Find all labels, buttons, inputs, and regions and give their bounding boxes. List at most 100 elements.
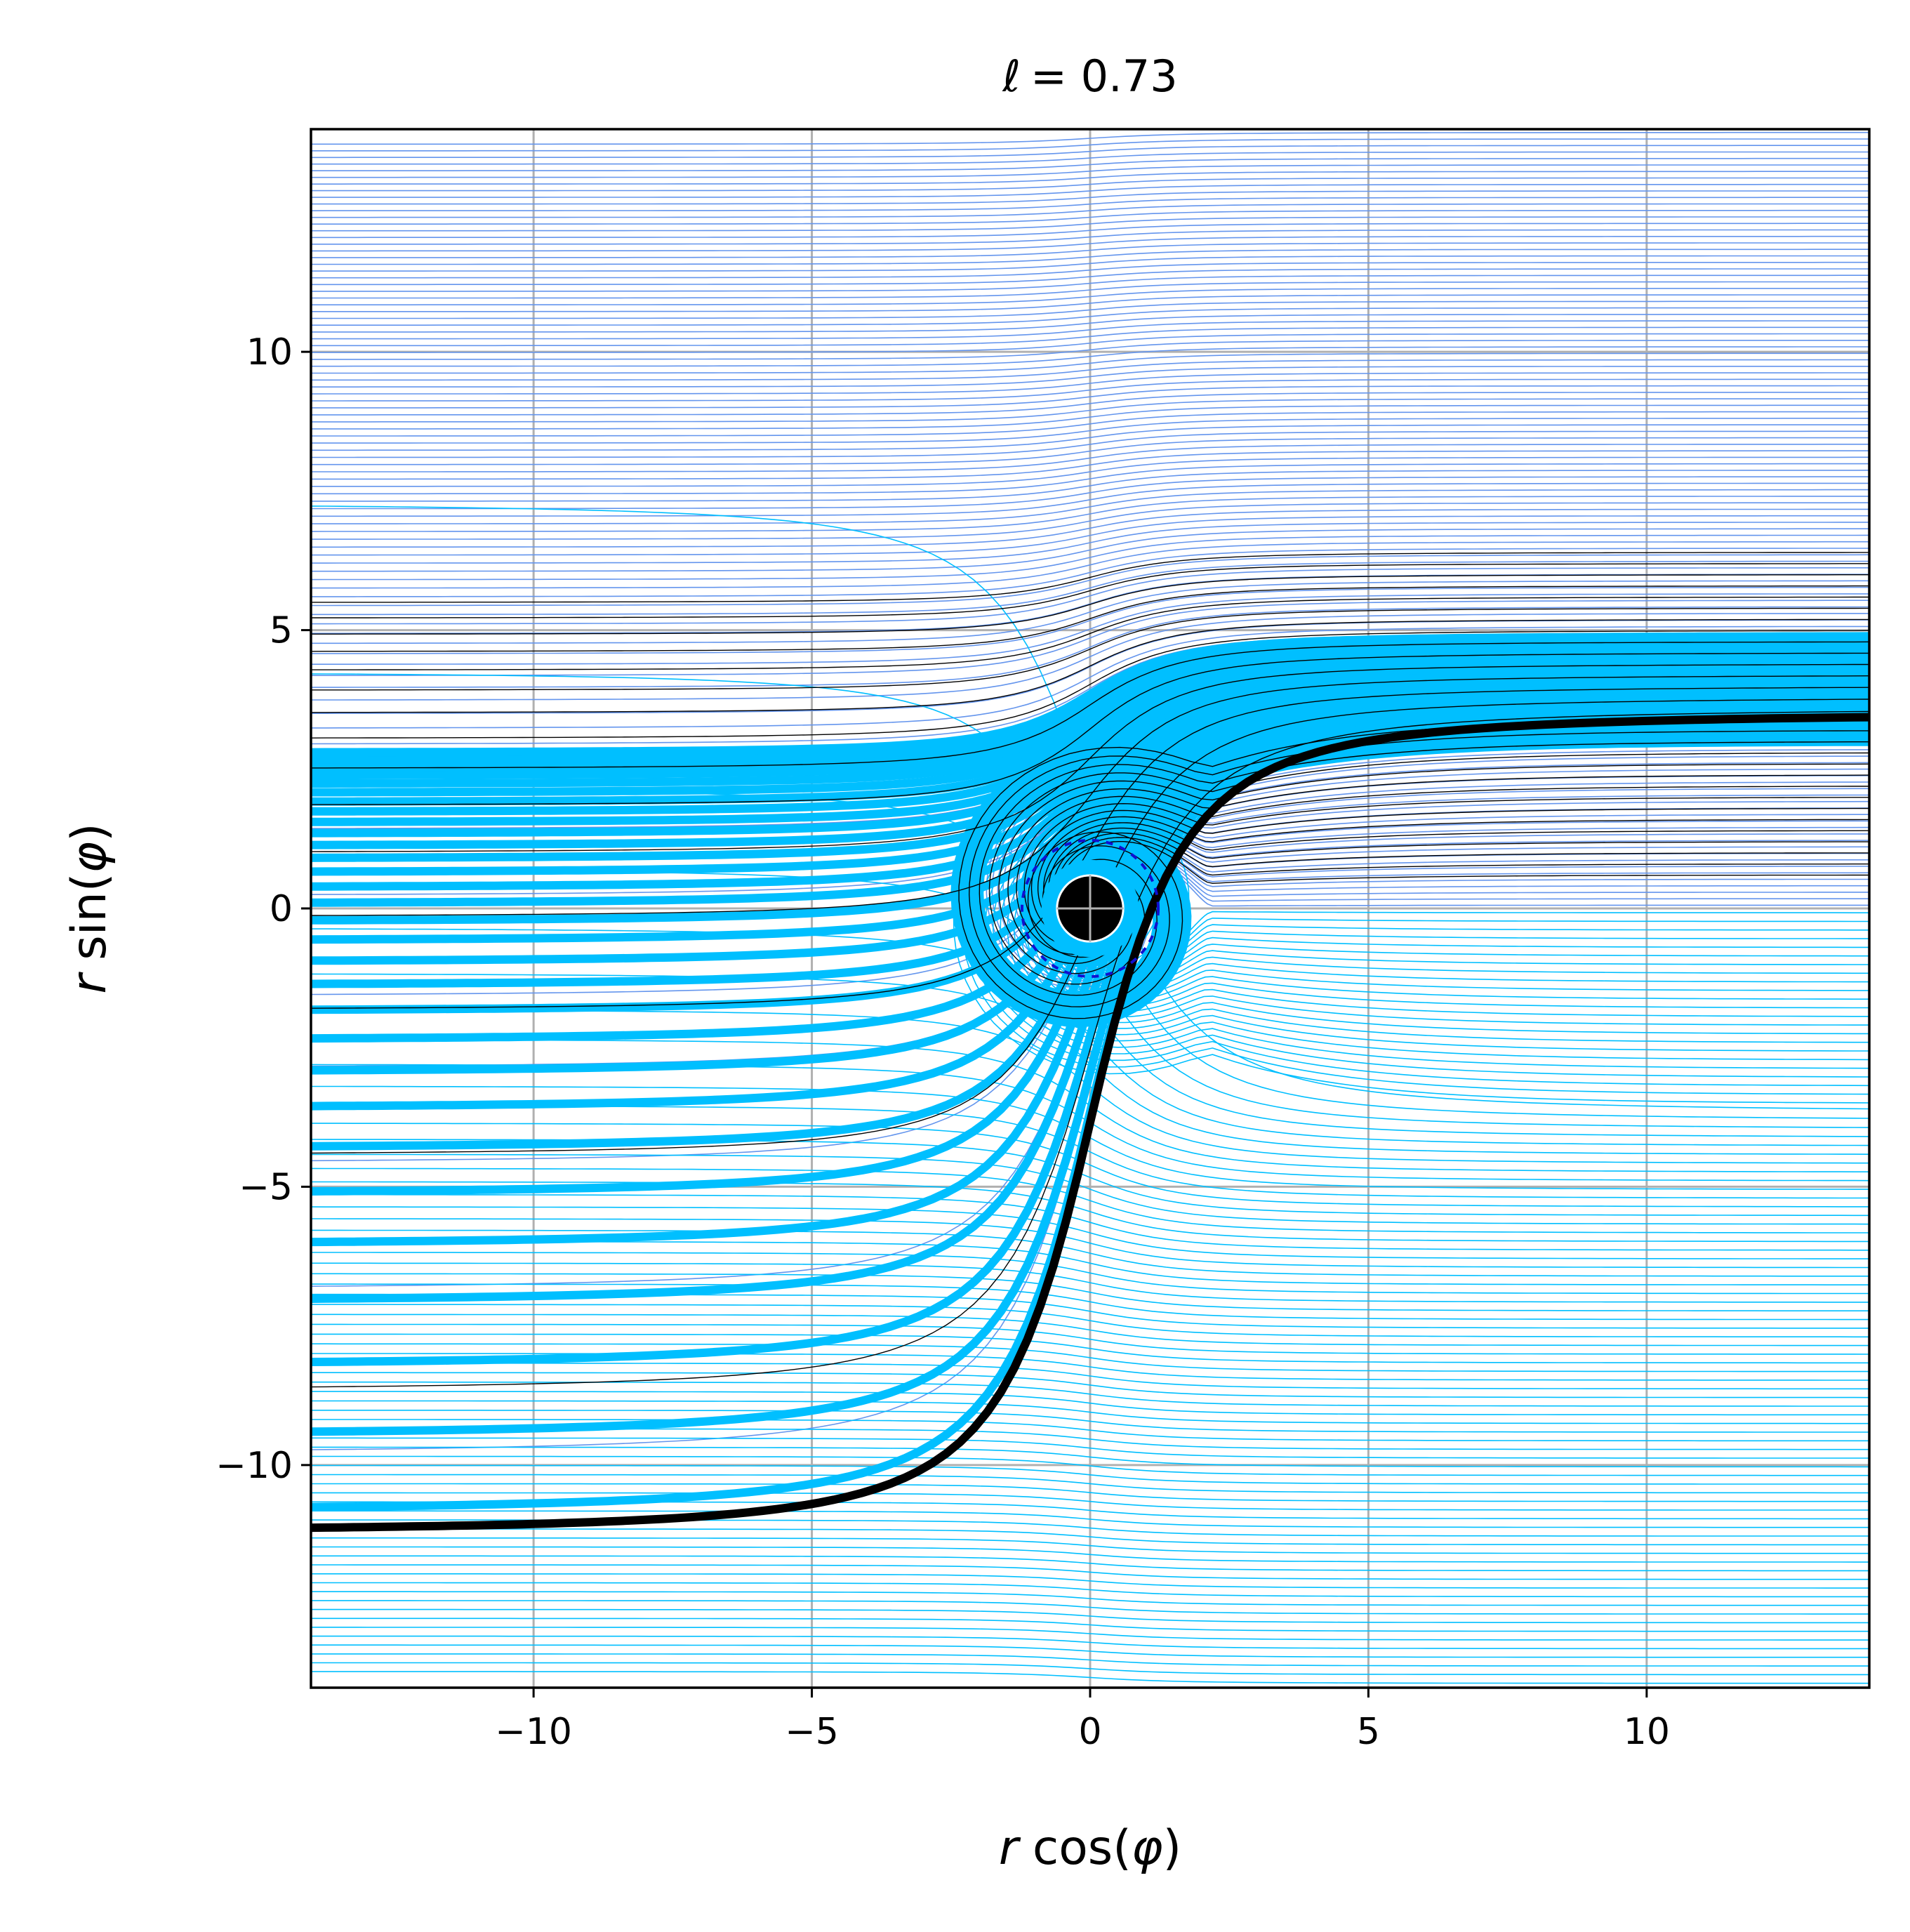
black-ray [311,585,1869,652]
ray [311,593,1869,665]
ray [311,131,1869,145]
black-ray [311,663,1869,852]
ray [311,255,1869,272]
black-ray [998,763,1869,974]
ray [311,392,1869,416]
ray [311,366,1869,388]
ray [311,1644,1869,1658]
ray [311,1501,1869,1520]
ray [311,287,1869,305]
ray [311,502,1869,540]
ray [311,450,1869,480]
ray [311,372,1869,395]
ray [311,430,1869,458]
ray [311,177,1869,192]
black-ray [311,687,1869,1009]
ray [311,586,1869,654]
black-ray [1063,841,1869,885]
ray [311,261,1869,279]
ray [311,1608,1869,1624]
ray [311,313,1869,333]
ray [311,359,1869,381]
ray [311,482,1869,517]
x-tick-label: −5 [785,1711,839,1753]
black-ray [311,675,1869,916]
ray [311,1537,1869,1554]
black-ray [1023,797,1869,946]
ray [311,274,1869,292]
ray [311,470,1869,502]
ray [311,1218,1869,1269]
ray [311,294,1869,312]
ray [311,1381,1869,1407]
black-ray [311,563,1869,618]
ray [311,444,1869,472]
ray [311,281,1869,299]
ray [311,340,1869,360]
y-tick-label: 10 [246,331,293,373]
ray [311,307,1869,326]
x-tick-label: 5 [1357,1711,1380,1753]
black-ray [1052,832,1869,884]
black-ray [1037,816,1869,917]
ray [311,580,1869,644]
ray [311,437,1869,465]
ray [311,476,1869,510]
ray [311,164,1869,178]
ray [311,1564,1869,1580]
ray [311,567,1869,625]
ray [311,326,1869,347]
ray [311,1464,1869,1485]
ray [311,548,1869,597]
critical-ray-path [311,713,1869,1533]
ray [311,1153,1869,1225]
ray [311,1252,1869,1295]
ray [311,235,1869,252]
y-axis-label: rsin(φ) [62,823,117,993]
ray [311,496,1869,532]
y-tick-label: −10 [215,1445,293,1487]
ray [311,190,1869,205]
ray [311,1582,1869,1598]
black-hole [1020,838,1160,979]
ray [311,1653,1869,1667]
ray [311,216,1869,232]
ray [311,300,1869,319]
ray [311,528,1869,572]
ray [311,418,1869,444]
ray [311,456,1869,487]
black-ray [311,596,1869,670]
ray [311,183,1869,198]
ray [311,612,1869,701]
ray [311,229,1869,245]
ray [311,1474,1869,1494]
ray [311,1627,1869,1641]
ray [311,268,1869,286]
ray [311,1400,1869,1424]
ray [311,1273,1869,1311]
ray [311,1262,1869,1303]
ray [311,1419,1869,1442]
ray [311,508,1869,548]
ray [311,1229,1869,1277]
y-tick-label: −5 [239,1166,293,1208]
ray [311,404,1869,430]
ray [311,489,1869,524]
ray [311,554,1869,607]
ray [311,1343,1869,1372]
ray [311,157,1869,171]
black-ray [1007,774,1869,965]
ray [311,1323,1869,1355]
ray [311,1409,1869,1433]
ray [311,1123,1869,1208]
black-ray [968,730,1869,1007]
ray [311,1591,1869,1606]
band-ray [311,632,1869,757]
black-ray [311,652,1869,805]
ray [311,346,1869,367]
x-axis: −10 −5 0 5 10 [495,1688,1670,1753]
ray [311,223,1869,239]
y-tick-label: 0 [270,888,293,930]
ray [311,1314,1869,1347]
ray [311,534,1869,581]
